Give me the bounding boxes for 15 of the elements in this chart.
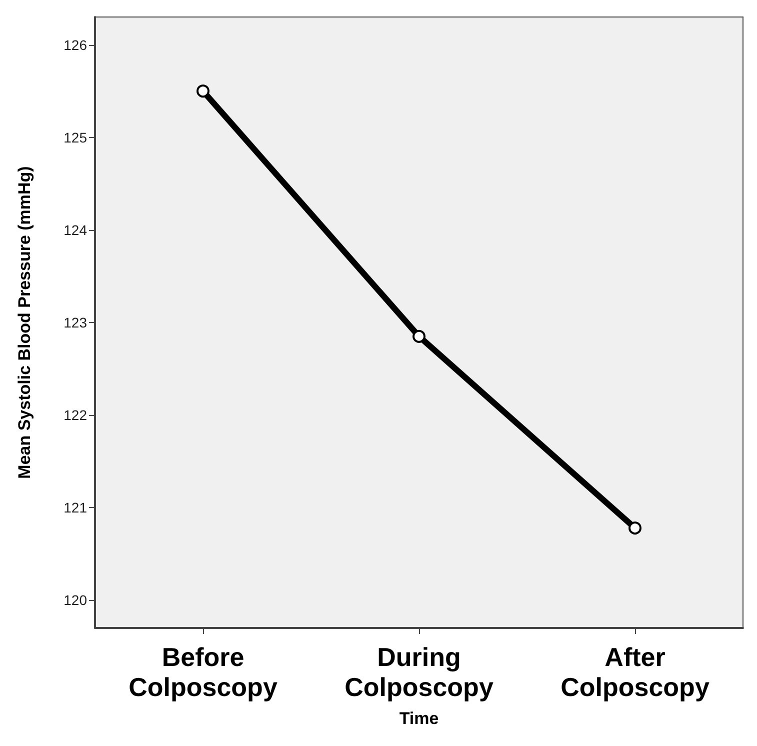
- x-axis-title: Time: [399, 709, 439, 728]
- y-tick-label: 123: [64, 314, 88, 330]
- point: [628, 522, 642, 535]
- point: [412, 330, 426, 343]
- y-tick-label: 120: [64, 592, 88, 608]
- x-tick-label: After Colposcopy: [560, 642, 710, 702]
- x-tick-label: During Colposcopy: [344, 642, 494, 702]
- point: [196, 84, 210, 98]
- x-tick-label: Before Colposcopy: [128, 642, 278, 702]
- y-tick-label: 125: [64, 129, 88, 146]
- y-axis-title: Mean Systolic Blood Pressure (mmHg): [15, 166, 34, 479]
- y-tick-label: 126: [64, 36, 88, 53]
- y-tick-label: 122: [64, 407, 88, 424]
- y-tick-label: 124: [64, 222, 88, 238]
- y-tick-label: 121: [64, 500, 88, 516]
